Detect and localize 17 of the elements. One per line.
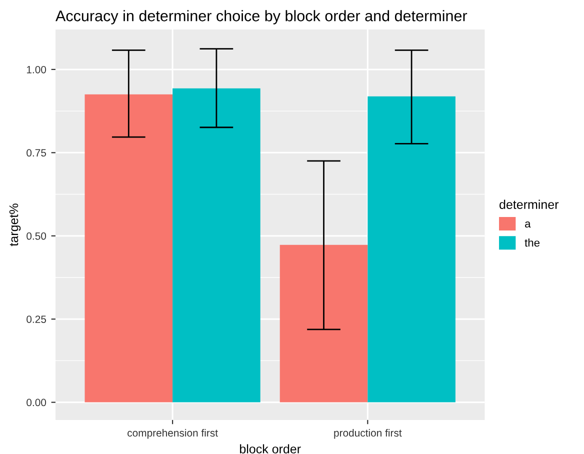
- bar: [368, 96, 456, 402]
- y-axis-title: target%: [9, 204, 21, 246]
- y-tick-label: 0.75: [26, 149, 46, 157]
- legend-title: determiner: [500, 200, 559, 209]
- bar: [280, 244, 368, 402]
- bar: [172, 88, 260, 402]
- y-tick-label: 0.50: [26, 232, 46, 240]
- bar: [84, 94, 173, 402]
- chart-title: Accuracy in determiner choice by block order and determiner: [56, 10, 468, 24]
- x-tick-label: production first: [334, 428, 402, 439]
- y-tick-label: 1.00: [26, 66, 46, 74]
- legend-label: the: [524, 238, 540, 247]
- legend-label: a: [525, 221, 531, 228]
- x-tick-label: comprehension first: [128, 428, 218, 439]
- x-axis-title: block order: [240, 444, 301, 454]
- y-tick-label: 0.00: [26, 398, 46, 406]
- y-tick-label: 0.25: [26, 316, 46, 323]
